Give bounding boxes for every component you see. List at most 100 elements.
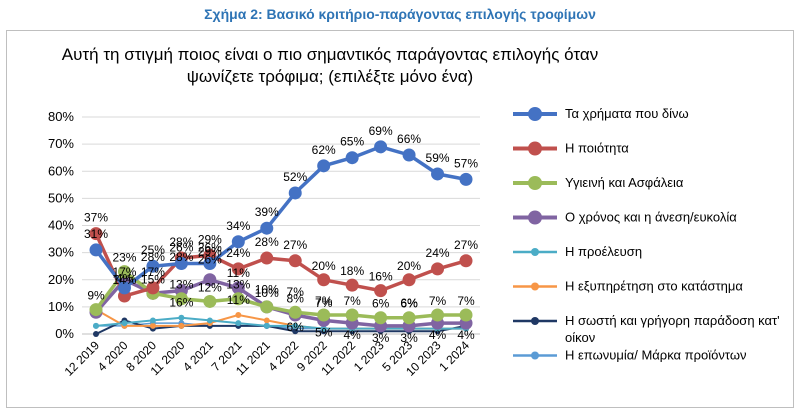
series-point — [231, 281, 245, 295]
series-point — [402, 273, 416, 287]
data-label: 13% — [226, 278, 250, 292]
series-point — [288, 305, 302, 319]
data-label: 23% — [112, 251, 136, 265]
legend-label: Ο χρόνος και η άνεση/ευκολία — [565, 210, 737, 225]
data-label: 62% — [312, 143, 336, 157]
series-line — [95, 319, 467, 335]
series-point — [117, 265, 131, 279]
data-label-extra: 7% — [287, 285, 305, 299]
series-point — [260, 251, 274, 265]
data-label: 16% — [169, 296, 193, 310]
data-label: 27% — [283, 238, 307, 252]
data-label: 66% — [397, 132, 421, 146]
series-point — [263, 322, 270, 329]
data-label: 12% — [198, 280, 222, 294]
series-point — [235, 320, 242, 327]
data-label: 34% — [226, 219, 250, 233]
series-point — [263, 317, 270, 324]
y-tick-label: 80% — [48, 109, 74, 124]
data-label: 52% — [283, 170, 307, 184]
series-point — [345, 151, 359, 165]
data-label: 4% — [429, 328, 447, 342]
data-label: 28% — [255, 235, 279, 249]
data-label: 7% — [315, 294, 333, 308]
y-tick-label: 70% — [48, 136, 74, 151]
series-point — [146, 259, 160, 273]
series-point — [317, 159, 331, 173]
data-label: 10% — [255, 286, 279, 300]
data-label-extra: 7% — [315, 296, 333, 310]
data-label: 6% — [400, 297, 418, 311]
data-label: 4% — [343, 328, 361, 342]
series-point — [431, 262, 445, 276]
y-tick-label: 0% — [55, 326, 74, 341]
data-label: 24% — [226, 246, 250, 260]
series-point — [174, 292, 188, 306]
y-tick-label: 60% — [48, 163, 74, 178]
series-point — [231, 262, 245, 276]
y-tick-label: 50% — [48, 190, 74, 205]
data-label-extra: 6% — [400, 296, 418, 310]
legend-swatch-marker — [531, 351, 539, 360]
series-point — [89, 227, 103, 241]
x-tick-label: 12 2019 — [62, 338, 103, 379]
legend-swatch-marker — [531, 282, 539, 291]
legend-label: Τα χρήματα που δίνω — [565, 106, 689, 121]
series-point — [93, 322, 99, 329]
chart-title-line-2: ψωνίζετε τρόφιμα; (επιλέξτε μόνο ένα) — [186, 67, 474, 86]
series-point — [149, 317, 156, 324]
series-point — [203, 294, 217, 308]
series-point — [203, 273, 217, 287]
series-point — [206, 317, 213, 324]
series-point — [203, 256, 217, 270]
legend-label: Η προέλευση — [565, 244, 642, 259]
data-label-extra: 29% — [198, 244, 222, 258]
series-point — [320, 325, 327, 332]
legend-label-cont: οίκον — [565, 330, 595, 345]
data-label-extra: 10% — [255, 282, 279, 296]
series-point — [235, 312, 242, 319]
series-point — [459, 308, 473, 322]
series-point — [317, 273, 331, 287]
data-label: 6% — [372, 297, 390, 311]
data-label: 7% — [429, 294, 447, 308]
x-tick-label: 4 2020 — [95, 338, 131, 374]
y-tick-label: 40% — [48, 218, 74, 233]
series-point — [374, 140, 388, 154]
chart-title-line-1: Αυτή τη στιγμή ποιος είναι ο πιο σημαντι… — [61, 45, 599, 64]
data-label: 26% — [169, 240, 193, 254]
data-label: 18% — [340, 264, 364, 278]
data-label: 7% — [457, 294, 475, 308]
data-label-extra: 28% — [169, 250, 193, 264]
data-label: 3% — [400, 331, 418, 345]
series-point — [288, 186, 302, 200]
data-label: 26% — [198, 240, 222, 254]
data-label: 57% — [454, 156, 478, 170]
legend-swatch-marker — [531, 317, 539, 325]
series-point — [89, 243, 103, 257]
x-tick-label: 4 2021 — [180, 338, 216, 374]
data-label: 24% — [426, 246, 450, 260]
legend-label: Υγιεινή και Ασφάλεια — [565, 175, 684, 190]
data-label: 4% — [457, 328, 475, 342]
data-label: 37% — [84, 211, 108, 225]
data-label: 20% — [397, 259, 421, 273]
series-point — [260, 221, 274, 235]
data-label: 13% — [169, 278, 193, 292]
y-tick-label: 30% — [48, 245, 74, 260]
series-point — [231, 235, 245, 249]
data-label: 15% — [141, 272, 165, 286]
series-point — [345, 278, 359, 292]
data-label: 65% — [340, 135, 364, 149]
series-point — [317, 308, 331, 322]
legend-swatch-marker — [528, 210, 542, 225]
series-point — [146, 281, 160, 295]
legend-swatch-marker — [528, 141, 542, 156]
series-point — [231, 292, 245, 306]
series-point — [89, 303, 103, 317]
data-label: 29% — [198, 232, 222, 246]
y-tick-label: 20% — [48, 272, 74, 287]
data-label: 59% — [426, 151, 450, 165]
series-point — [178, 322, 185, 329]
chart-gridlines — [82, 116, 480, 335]
